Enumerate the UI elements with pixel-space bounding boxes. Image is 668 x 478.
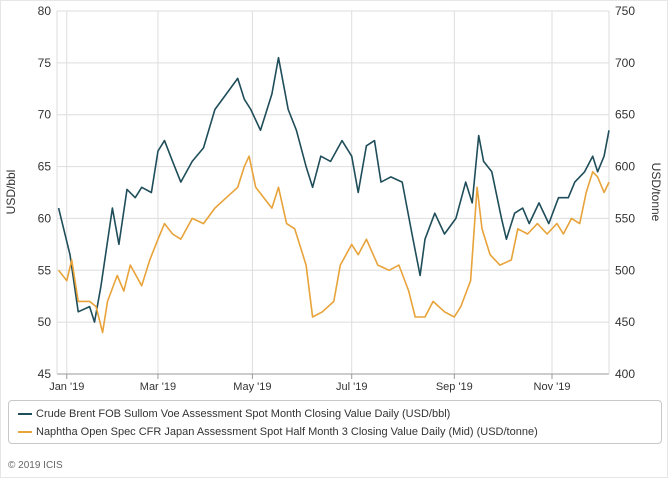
right-axis-label: USD/tonne (649, 163, 663, 222)
x-tick-label: Mar '19 (140, 381, 176, 393)
left-tick-label: 55 (38, 263, 52, 277)
legend: Crude Brent FOB Sullom Voe Assessment Sp… (8, 400, 662, 444)
right-tick-label: 550 (615, 211, 635, 225)
right-tick-label: 500 (615, 263, 635, 277)
legend-label-naphtha: Naphtha Open Spec CFR Japan Assessment S… (36, 426, 538, 438)
left-tick-label: 50 (38, 315, 52, 329)
right-tick-label: 750 (615, 4, 635, 18)
copyright-text: © 2019 ICIS (8, 460, 63, 471)
right-tick-label: 600 (615, 160, 635, 174)
x-tick-label: Jan '19 (49, 381, 84, 393)
grid (57, 10, 609, 375)
legend-swatch-naphtha (18, 431, 32, 433)
left-tick-label: 65 (38, 160, 52, 174)
left-tick-label: 60 (38, 211, 52, 225)
left-tick-label: 45 (38, 367, 52, 381)
right-tick-label: 400 (615, 367, 635, 381)
left-axis-label: USD/bbl (4, 170, 18, 215)
axes: 45 400 50 450 55 500 60 550 65 600 70 650 75 700 80 750… (38, 4, 636, 393)
legend-item-naphtha[interactable]: Naphtha Open Spec CFR Japan Assessment S… (18, 426, 538, 438)
naphtha-series-line[interactable] (57, 155, 610, 334)
x-tick-label: Jul '19 (336, 381, 367, 393)
left-tick-label: 80 (38, 4, 52, 18)
left-tick-label: 75 (38, 56, 52, 70)
brent-series-line[interactable] (57, 56, 610, 323)
right-tick-label: 450 (615, 315, 635, 329)
x-tick-label: May '19 (233, 381, 271, 393)
left-tick-label: 70 (38, 108, 52, 122)
legend-label-brent: Crude Brent FOB Sullom Voe Assessment Sp… (36, 408, 451, 420)
x-tick-label: Nov '19 (534, 381, 571, 393)
line-chart: 45 400 50 450 55 500 60 550 65 600 70 650 75 700 80 750… (4, 4, 663, 393)
legend-item-brent[interactable]: Crude Brent FOB Sullom Voe Assessment Sp… (18, 408, 450, 420)
legend-swatch-brent (18, 413, 32, 415)
x-tick-label: Sep '19 (436, 381, 473, 393)
series (57, 56, 610, 334)
right-tick-label: 700 (615, 56, 635, 70)
right-tick-label: 650 (615, 108, 635, 122)
